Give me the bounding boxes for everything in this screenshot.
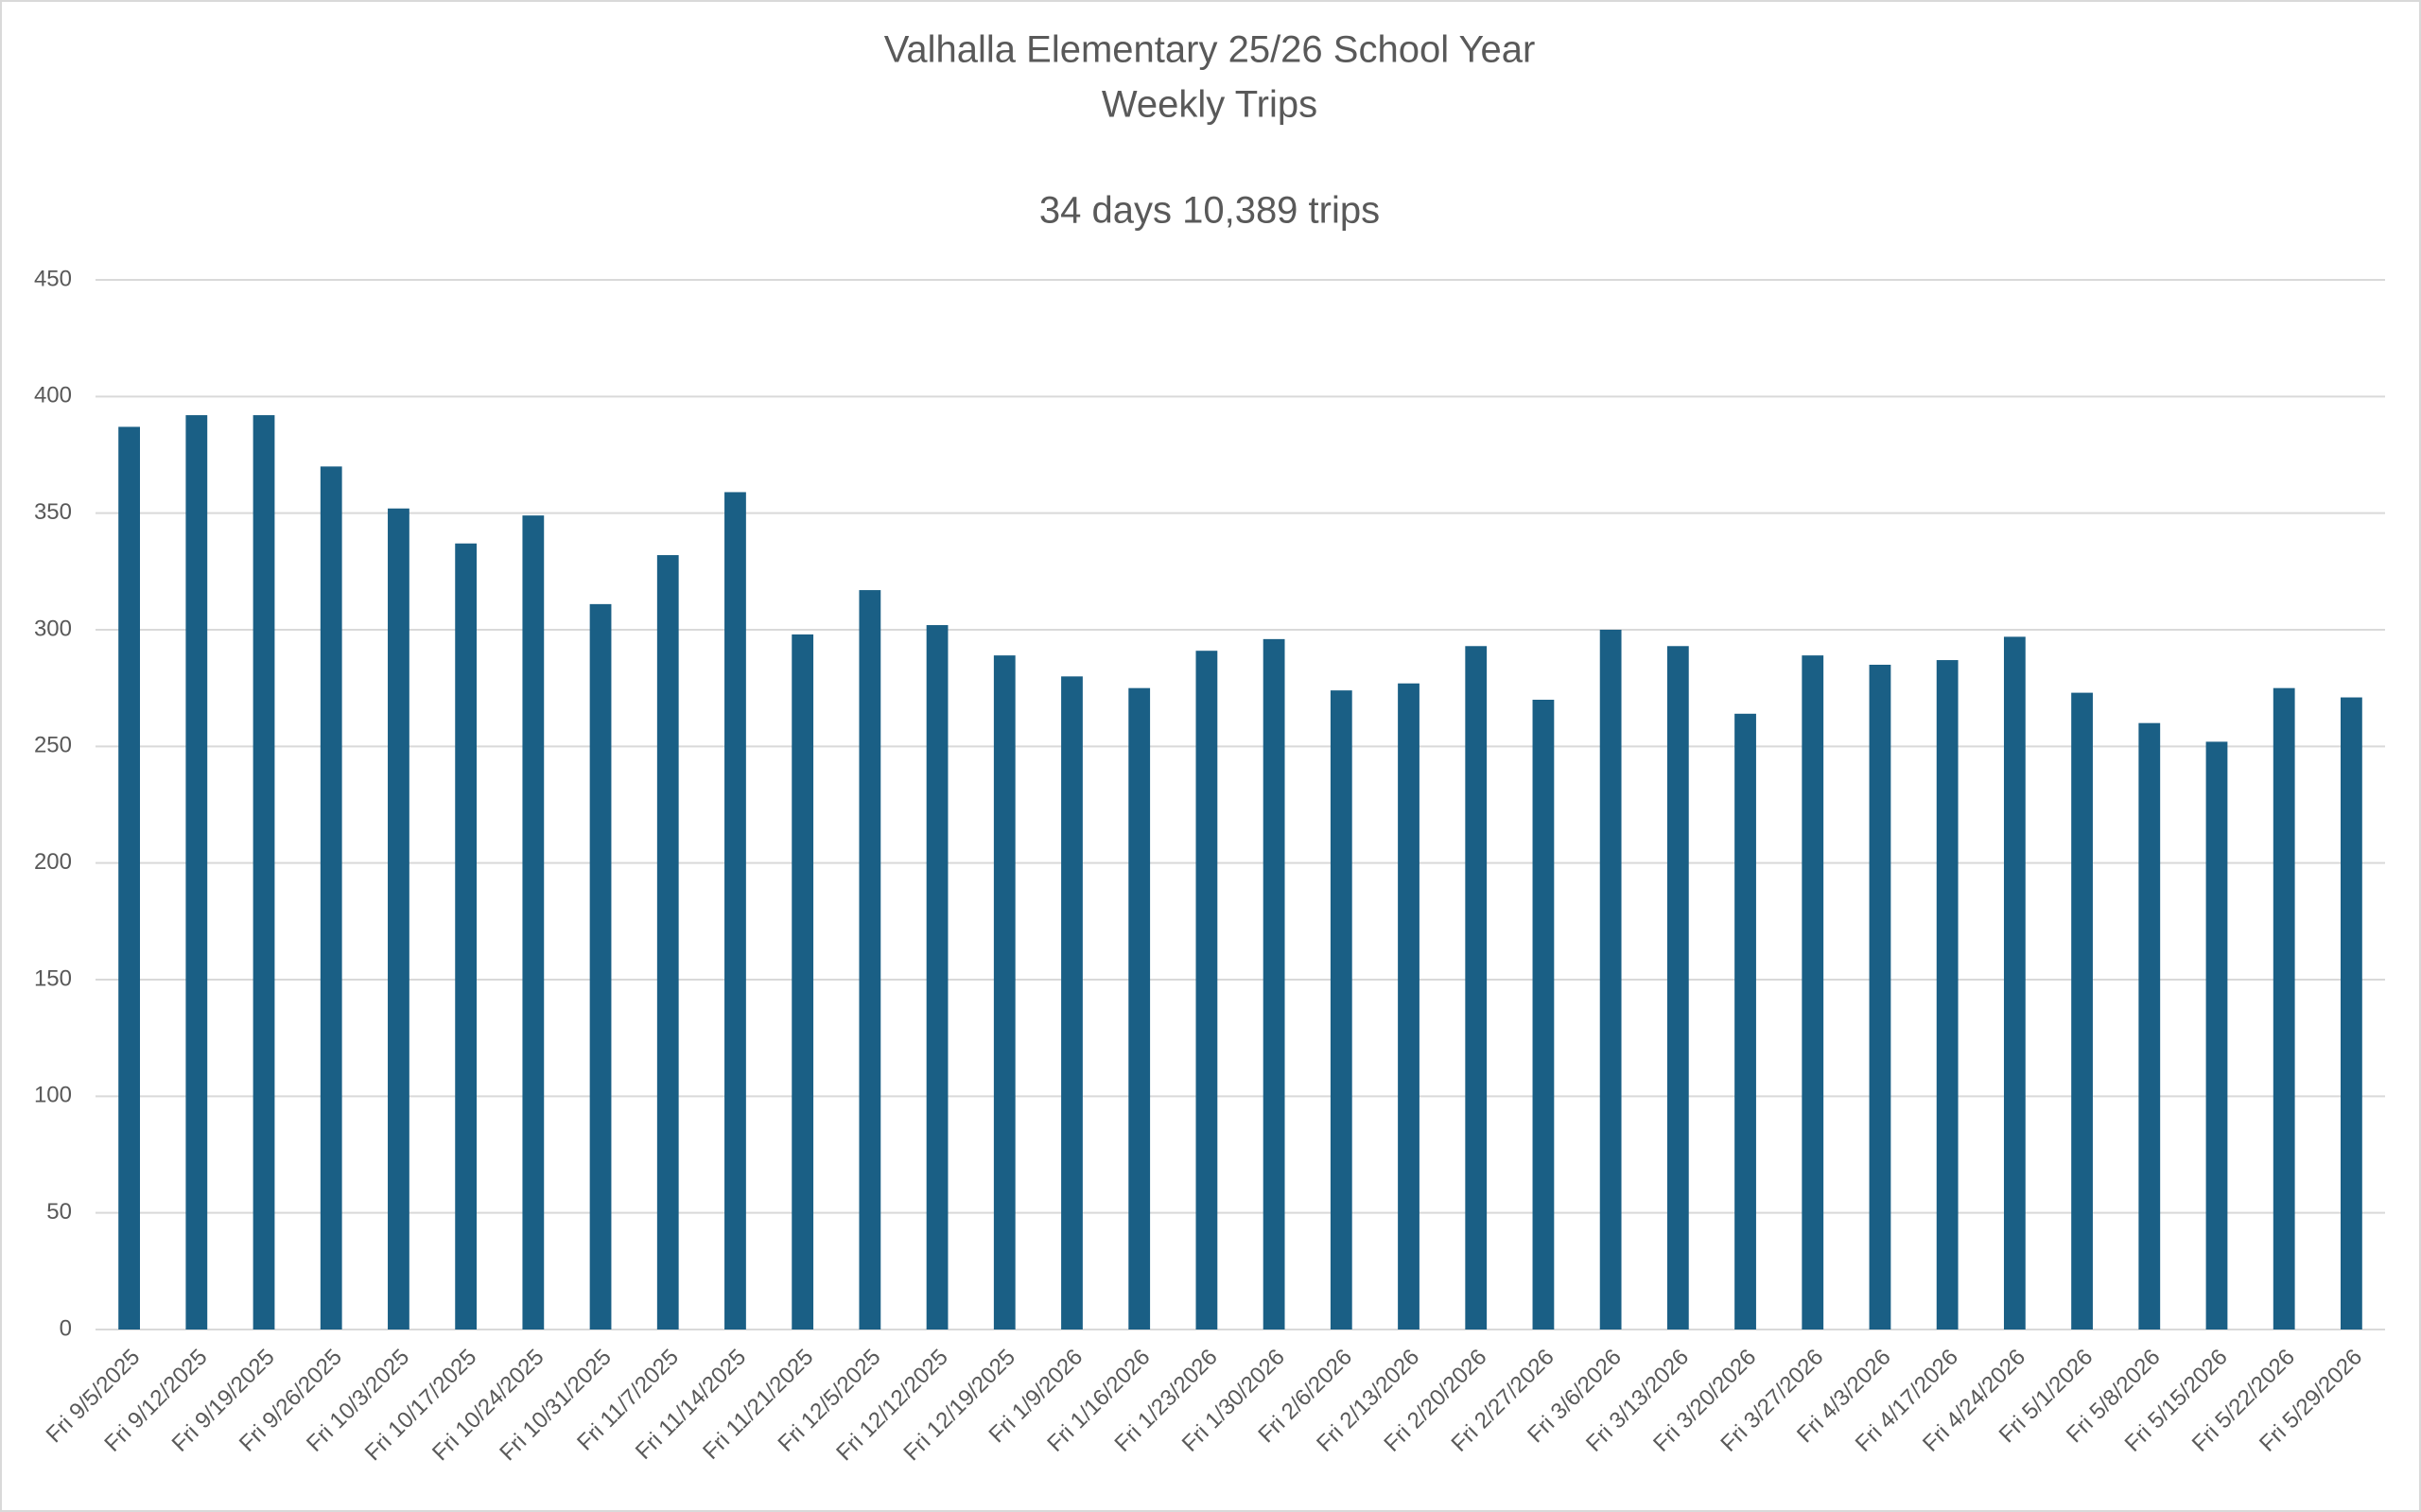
bar [2071,692,2093,1330]
bar [1465,646,1488,1330]
bar [589,603,612,1330]
bar [455,543,478,1330]
bar [1061,676,1083,1330]
chart-title: Valhalla Elementary 25/26 School Year [884,29,1536,71]
bar [2273,687,2295,1330]
bar [2003,636,2026,1330]
bar [1330,690,1352,1330]
bar [118,426,140,1330]
bar [1128,687,1151,1330]
bar [522,515,545,1330]
bar [1263,638,1285,1330]
bar [1734,713,1756,1330]
bar [320,466,342,1330]
bar [656,555,679,1330]
y-tick-label: 450 [34,266,72,291]
bar [1666,646,1689,1330]
chart-annotation: 34 days 10,389 trips [1039,190,1380,232]
bar [1599,630,1622,1330]
bar [388,508,409,1330]
bar [1869,665,1891,1330]
y-tick-label: 50 [46,1199,72,1225]
bar [2205,741,2228,1330]
y-tick-label: 200 [34,849,72,875]
chart-subtitle: Weekly Trips [1102,84,1317,126]
y-tick-label: 250 [34,733,72,758]
bar [2341,697,2362,1330]
bar [1936,660,1959,1330]
bar [792,634,814,1330]
y-tick-label: 350 [34,499,72,525]
bar [724,492,746,1330]
y-tick-label: 0 [60,1315,72,1341]
y-tick-label: 150 [34,965,72,991]
bar [1195,651,1218,1330]
bar [859,590,881,1330]
y-tick-label: 400 [34,383,72,408]
bar [2138,722,2161,1330]
y-tick-label: 100 [34,1083,72,1108]
bar [253,415,275,1330]
bar [926,625,949,1330]
bar [185,415,208,1330]
bar [1398,683,1420,1330]
bar [1532,700,1555,1330]
y-tick-label: 300 [34,616,72,641]
bar [1802,655,1824,1330]
bar [993,655,1016,1330]
